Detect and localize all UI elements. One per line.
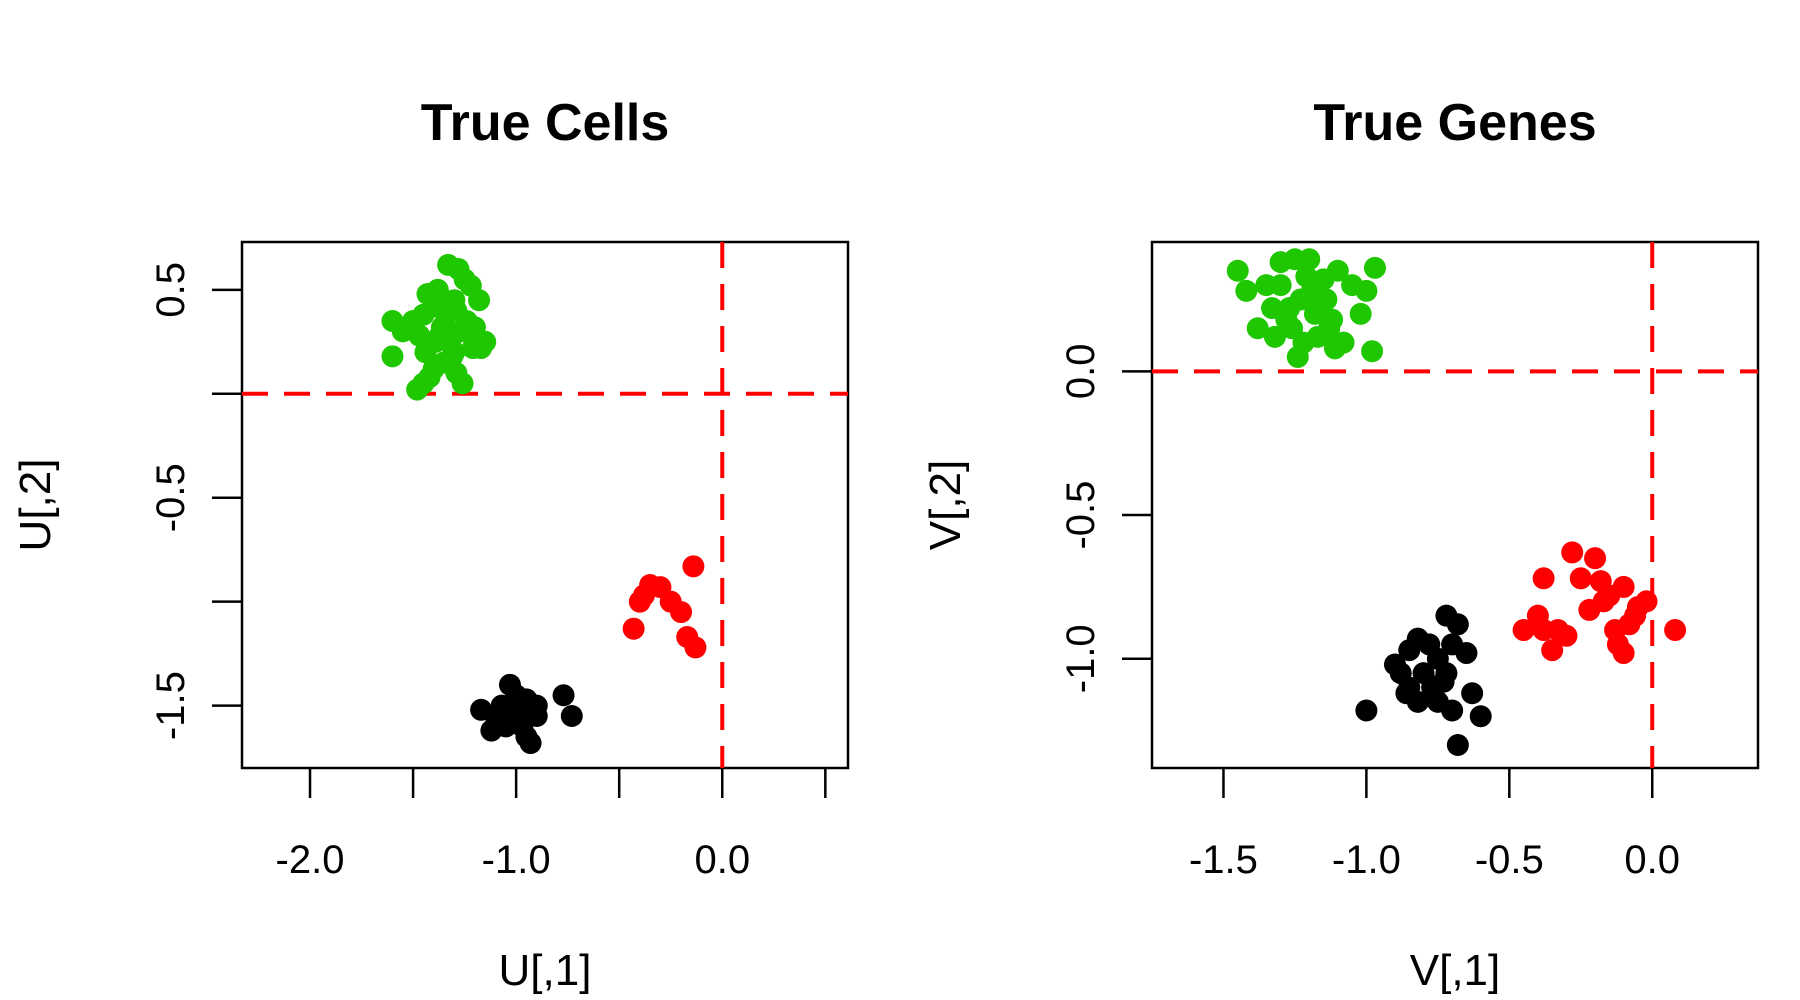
scatter-point: [1612, 575, 1635, 598]
scatter-point: [1246, 317, 1269, 340]
scatter-point: [1446, 734, 1469, 757]
scatter-point: [1461, 682, 1484, 705]
y-tick-label: -0.5: [1059, 481, 1103, 550]
scatter-point: [1298, 248, 1321, 271]
scatter-point: [1426, 690, 1449, 713]
scatter-point: [408, 324, 431, 347]
scatter-point: [1435, 662, 1458, 685]
panel-true-cells: True Cells U[,1] U[,2] -2.0 -1.0 0.0 0.5 -0.…: [11, 94, 850, 995]
scatter-point: [437, 320, 460, 343]
scatter-point: [441, 345, 464, 368]
y-tick-label: -1.0: [1059, 624, 1103, 693]
x-axis-label: V[,1]: [1410, 946, 1501, 995]
scatter-point: [445, 299, 468, 322]
x-tick-label: -0.5: [1475, 838, 1544, 882]
scatter-point: [1295, 265, 1318, 288]
scatter-point: [1664, 619, 1687, 642]
x-axis-label: U[,1]: [499, 946, 592, 995]
scatter-point: [1532, 567, 1555, 590]
y-tick-label: -0.5: [149, 463, 193, 532]
scatter-point: [1569, 567, 1592, 590]
chart-title: True Cells: [421, 94, 670, 152]
scatter-point: [1612, 642, 1635, 665]
scatter-point: [560, 705, 583, 728]
scatter-point: [1349, 302, 1372, 325]
scatter-point: [1306, 325, 1329, 348]
scatter-point: [515, 725, 538, 748]
scatter-point: [1263, 325, 1286, 348]
plot-area: -2.0 -1.0 0.0 0.5 -0.5 -1.5: [149, 240, 850, 882]
scatter-point: [1532, 619, 1555, 642]
scatter-point: [1383, 653, 1406, 676]
scatter-point: [470, 337, 493, 360]
scatter-point: [406, 378, 429, 401]
scatter-point: [1355, 279, 1378, 302]
scatter-point: [1309, 297, 1332, 320]
scatter-point: [1281, 317, 1304, 340]
x-tick-label: 0.0: [694, 838, 750, 882]
chart-title: True Genes: [1313, 94, 1596, 152]
scatter-point: [1363, 256, 1386, 279]
y-axis-label: U[,2]: [11, 459, 60, 552]
scatter-point: [1226, 259, 1249, 282]
y-tick-label: 0.5: [149, 262, 193, 318]
scatter-point: [391, 320, 414, 343]
scatter-point: [381, 345, 404, 368]
scatter-point: [1446, 613, 1469, 636]
x-tick-label: 0.0: [1624, 838, 1680, 882]
scatter-point: [509, 698, 532, 721]
y-tick-label: 0.0: [1059, 344, 1103, 400]
scatter-point: [1398, 676, 1421, 699]
scatter-point: [414, 341, 437, 364]
scatter-point: [670, 601, 693, 624]
plot-frame: [240, 240, 850, 770]
scatter-point: [1355, 699, 1378, 722]
scatter-point: [468, 289, 491, 312]
x-tick-label: -1.5: [1189, 838, 1258, 882]
x-tick-label: -1.0: [1332, 838, 1401, 882]
scatter-point: [1326, 259, 1349, 282]
scatter-point: [1286, 345, 1309, 368]
scatter-point: [1323, 337, 1346, 360]
scatter-point: [1469, 705, 1492, 728]
scatter-point: [1235, 279, 1258, 302]
scatter-point: [1624, 604, 1647, 627]
scatter-point: [632, 584, 655, 607]
scatter-point: [684, 636, 707, 659]
scatter-point: [480, 719, 503, 742]
scatter-point: [1584, 547, 1607, 570]
scatter-point: [1269, 274, 1292, 297]
scatter-point: [1361, 340, 1384, 363]
scatter-point: [1592, 590, 1615, 613]
plot-area: -1.5 -1.0 -0.5 0.0 0.0 -0.5 -1.0: [1059, 240, 1760, 882]
scatter-point: [1541, 639, 1564, 662]
scatter-point: [1512, 619, 1535, 642]
scatter-point: [1398, 639, 1421, 662]
scatter-point: [451, 372, 474, 395]
y-axis-label: V[,2]: [921, 460, 970, 551]
scatter-point: [682, 555, 705, 578]
scatter-point: [1561, 541, 1584, 564]
scatter-point: [1555, 624, 1578, 647]
panel-true-genes: True Genes V[,1] V[,2] -1.5 -1.0 -0.5 0.0 0.…: [921, 94, 1760, 995]
plot-frame: [1150, 240, 1760, 770]
x-tick-label: -1.0: [482, 838, 551, 882]
x-tick-label: -2.0: [276, 838, 345, 882]
scatter-point: [552, 684, 575, 707]
scatter-point: [1278, 297, 1301, 320]
y-tick-label: -1.5: [149, 671, 193, 740]
scatter-point: [1455, 642, 1478, 665]
scatter-point: [622, 617, 645, 640]
